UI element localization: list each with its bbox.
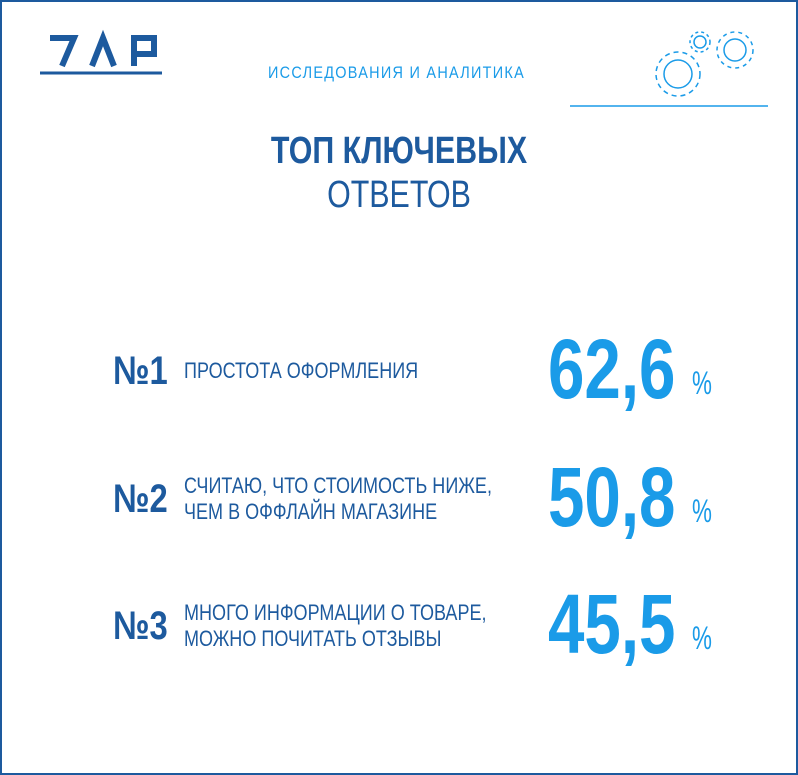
answer-text: ПРОСТОТА ОФОРМЛЕНИЯ — [184, 359, 418, 383]
value: 45,5 — [548, 577, 676, 671]
value-group: 62,6 — [548, 322, 676, 416]
unit-group: % — [692, 620, 712, 656]
unit-group: % — [692, 365, 712, 401]
unit: % — [692, 365, 712, 401]
value: 62,6 — [548, 322, 676, 416]
answer-text: МНОГО ИНФОРМАЦИИ О ТОВАРЕ, — [184, 601, 487, 625]
rank-group: №3 — [113, 603, 168, 648]
value: 50,8 — [548, 450, 676, 544]
unit: % — [692, 620, 712, 656]
answer-text: СЧИТАЮ, ЧТО СТОИМОСТЬ НИЖЕ, — [184, 474, 492, 498]
rank: №2 — [113, 476, 168, 521]
value-group: 45,5 — [548, 577, 676, 671]
rank-group: №2 — [113, 476, 168, 521]
answer-text-group: ПРОСТОТА ОФОРМЛЕНИЯ — [184, 359, 418, 383]
gears — [570, 31, 768, 107]
unit: % — [692, 493, 712, 529]
answer-text-group: ЧЕМ В ОФФЛАЙН МАГАЗИНЕ — [184, 498, 437, 524]
subtitle: ИССЛЕДОВАНИЯ И АНАЛИТИКА — [268, 64, 525, 82]
title-line1-group: ТОП КЛЮЧЕВЫХ — [271, 130, 527, 172]
title-line1: ТОП КЛЮЧЕВЫХ — [271, 130, 527, 172]
logo — [40, 29, 162, 75]
answer-text-group: СЧИТАЮ, ЧТО СТОИМОСТЬ НИЖЕ, — [184, 474, 492, 498]
rank-group: №1 — [113, 348, 168, 393]
answer-text: ЧЕМ В ОФФЛАЙН МАГАЗИНЕ — [184, 498, 437, 524]
answer-text-group: МОЖНО ПОЧИТАТЬ ОТЗЫВЫ — [184, 627, 442, 651]
title-line2: ОТВЕТОВ — [327, 174, 471, 216]
rank: №1 — [113, 348, 168, 393]
value-group: 50,8 — [548, 450, 676, 544]
title-line2-group: ОТВЕТОВ — [327, 174, 471, 216]
unit-group: % — [692, 493, 712, 529]
subtitle-group: ИССЛЕДОВАНИЯ И АНАЛИТИКА — [268, 64, 525, 82]
answer-text: МОЖНО ПОЧИТАТЬ ОТЗЫВЫ — [184, 627, 442, 651]
rank: №3 — [113, 603, 168, 648]
answer-text-group: МНОГО ИНФОРМАЦИИ О ТОВАРЕ, — [184, 601, 487, 625]
